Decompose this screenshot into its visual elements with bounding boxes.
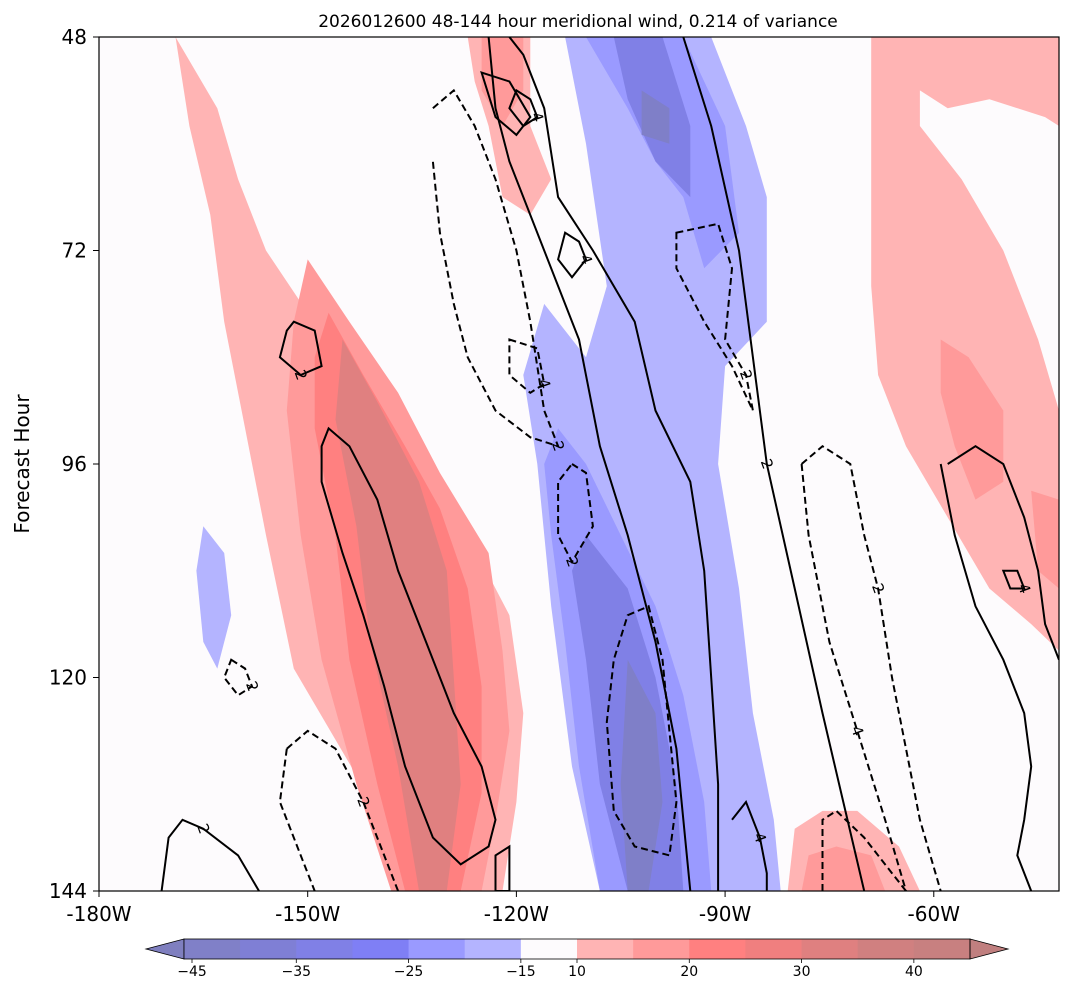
contour-line-13: [494, 844, 511, 891]
colorbar-bin: [240, 939, 297, 959]
y-tick-label: 48: [62, 25, 87, 49]
colorbar-bin: [464, 939, 522, 959]
colorbar-tick-label: 20: [680, 964, 698, 980]
filled-contours: [175, 37, 1059, 891]
filled-region-16: [1031, 490, 1059, 589]
colorbar-tick-label: 10: [568, 964, 586, 980]
contour-line-17: [675, 222, 754, 412]
contour-line-19: [800, 444, 942, 891]
colorbar-tick-label: 30: [793, 964, 811, 980]
x-tick-label: -150W: [275, 902, 340, 926]
contour-line-1: [320, 426, 497, 866]
x-tick-label: -90W: [699, 902, 752, 926]
filled-region-15: [940, 339, 1004, 500]
contour-line-18: [605, 604, 678, 857]
colorbar-bin: [745, 939, 803, 959]
x-tick-label: -60W: [908, 902, 961, 926]
contour-line-20: [800, 463, 907, 891]
colorbar-tick-label: −35: [282, 964, 312, 980]
filled-region-11: [641, 90, 670, 144]
contour-line-6: [508, 88, 539, 128]
colorbar-extend-min: [144, 938, 185, 960]
colorbar-bin: [801, 939, 859, 959]
contour-line-15: [508, 338, 546, 395]
colorbar-tick-label: −45: [177, 964, 207, 980]
contour-line-14: [431, 88, 560, 448]
y-tick-label: 96: [62, 452, 87, 476]
filled-region-12: [620, 659, 663, 891]
colorbar-bin: [408, 939, 466, 959]
contour-line-16: [557, 462, 594, 564]
colorbar-tick-label: −15: [506, 964, 536, 980]
colorbar-extend-max: [969, 938, 1010, 960]
colorbar-tick-label: 40: [905, 964, 923, 980]
y-tick-label: 120: [49, 666, 87, 690]
colorbar-bin: [577, 939, 634, 959]
colorbar-bin: [689, 939, 746, 959]
colorbar-bin: [633, 939, 690, 959]
contour-line-10: [947, 445, 1059, 661]
contour-line-2: [160, 818, 260, 891]
y-tick-label: 144: [49, 879, 87, 903]
x-tick-label: -120W: [484, 902, 549, 926]
contour-line-24: [821, 809, 907, 891]
contour-line-9: [731, 800, 768, 891]
contour-line-12: [1001, 569, 1026, 590]
contour-line-0: [278, 320, 323, 377]
filled-region-13: [196, 526, 232, 669]
contour-line-22: [278, 748, 316, 891]
colorbar-tick-label: −25: [394, 964, 424, 980]
chart-title: 2026012600 48-144 hour meridional wind, …: [318, 12, 838, 32]
contour-line-23: [223, 658, 254, 697]
contour-line-8: [682, 37, 866, 891]
contour-line-7: [557, 231, 588, 279]
colorbar-bin: [913, 939, 971, 959]
colorbar-bin: [296, 939, 353, 959]
axes: -180W -150W -120W -90W -60W 48 72 96 120 144: [49, 25, 1060, 926]
contour-line-21: [286, 729, 400, 891]
colorbar-bin: [184, 939, 241, 959]
colorbar-bin: [520, 939, 578, 959]
contour-line-11: [939, 463, 1033, 891]
contour-line-3: [508, 37, 720, 891]
colorbar-bin: [857, 939, 915, 959]
colorbar: −45 −35 −25 −15 10 20 30 40: [144, 938, 1010, 980]
y-tick-label: 72: [62, 239, 87, 263]
colorbar-bin: [352, 939, 410, 959]
filled-region-14: [871, 37, 1059, 651]
x-tick-label: -180W: [66, 902, 131, 926]
y-axis-label: Forecast Hour: [10, 394, 34, 534]
